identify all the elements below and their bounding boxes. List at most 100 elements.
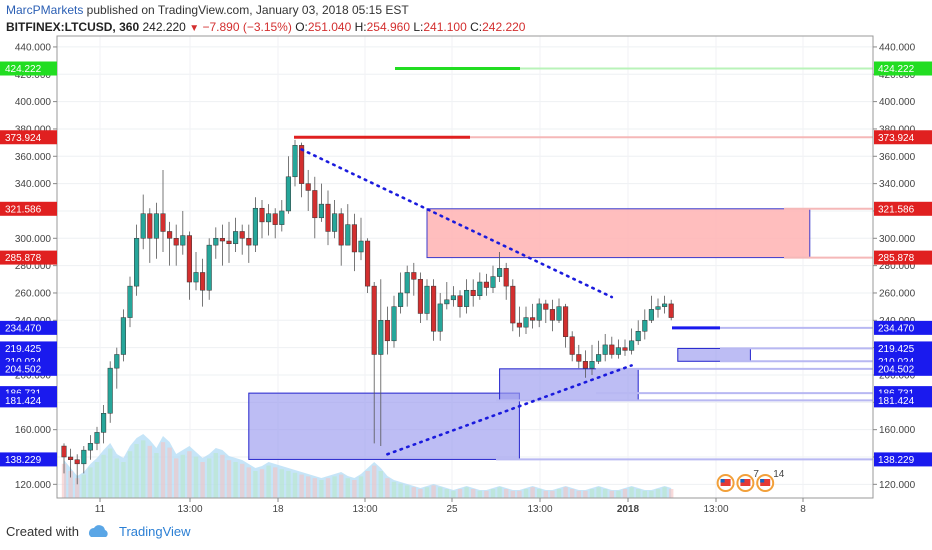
candle-up — [655, 306, 661, 310]
candle-down — [167, 231, 173, 239]
candle-up — [615, 347, 621, 355]
y-tick-label: 200.000 — [879, 370, 916, 381]
volume-bar — [220, 454, 225, 498]
price-tag — [0, 320, 57, 335]
price-tag — [0, 452, 57, 467]
volume-bar — [246, 467, 251, 498]
candle-up — [596, 354, 602, 362]
price-tag-label: 321.586 — [5, 204, 42, 215]
volume-bar — [497, 487, 502, 498]
volume-bar — [352, 480, 357, 498]
created-with-label: Created with — [6, 524, 79, 539]
volume-bar — [609, 490, 614, 498]
volume-bar — [167, 447, 172, 498]
volume-bar — [180, 454, 185, 498]
price-tag — [0, 61, 57, 76]
volume-bar — [471, 489, 476, 498]
candle-down — [549, 309, 555, 321]
y-tick-label-left: 380.000 — [15, 124, 52, 135]
close-value: 242.220 — [482, 20, 526, 34]
y-tick-label-left: 400.000 — [15, 97, 52, 108]
volume-bar — [391, 481, 397, 498]
price-tag — [874, 320, 932, 335]
trendline — [300, 148, 614, 299]
volume-bar — [444, 489, 449, 498]
candle-up — [424, 285, 430, 314]
candle-up — [536, 303, 542, 321]
price-tag-label: 321.586 — [878, 204, 915, 215]
volume-bar — [174, 458, 179, 498]
candle-up — [94, 432, 100, 444]
candle-up — [345, 224, 351, 246]
author-name[interactable]: MarcPMarkets — [6, 3, 84, 17]
candle-up — [497, 268, 503, 277]
price-tag — [0, 341, 57, 356]
y-tick-label-left: 340.000 — [15, 179, 52, 190]
price-tag-label: 424.222 — [878, 64, 915, 75]
volume-bar — [332, 476, 337, 498]
volume-bar — [312, 478, 317, 498]
volume-bar — [147, 445, 152, 498]
candle-up — [398, 292, 404, 307]
high-value: 254.960 — [366, 20, 410, 34]
price-tag-label: 219.425 — [878, 344, 915, 355]
volume-bar — [504, 489, 509, 498]
volume-bar — [68, 471, 73, 498]
candle-up — [391, 306, 397, 342]
x-tick-label: 25 — [446, 504, 458, 515]
low-label: L: — [413, 20, 424, 34]
x-tick-label: 13:00 — [177, 504, 202, 515]
volume-bar — [134, 444, 139, 498]
volume-bar — [286, 471, 291, 498]
y-tick-label-left: 200.000 — [15, 370, 52, 381]
volume-bar — [589, 489, 595, 498]
candle-up — [81, 449, 87, 465]
volume-bar — [424, 487, 430, 498]
x-tick-label: 13:00 — [527, 504, 552, 515]
zones-layer — [248, 208, 811, 460]
y-tick-label: 280.000 — [879, 261, 916, 272]
candle-down — [417, 279, 423, 314]
candle-down — [622, 347, 628, 351]
volume-bar — [464, 487, 469, 498]
price-tag-label: 373.924 — [878, 133, 915, 144]
volume-bar — [629, 487, 634, 498]
tradingview-brand[interactable]: TradingView — [118, 524, 191, 539]
y-tick-label-left: 280.000 — [15, 261, 52, 272]
price-tag — [874, 361, 932, 376]
y-tick-label-left: 300.000 — [15, 234, 52, 245]
candle-down — [200, 272, 206, 291]
close-label: C: — [470, 20, 483, 34]
price-chart[interactable]: 714 120.000120.000140.000140.000160.0001… — [0, 0, 932, 520]
volume-bar — [622, 489, 628, 498]
x-tick-label: 8 — [800, 504, 806, 515]
price-tag-label: 234.470 — [5, 323, 42, 334]
candle-up — [140, 213, 146, 239]
candle-up — [127, 285, 133, 318]
high-label: H: — [354, 20, 367, 34]
candle-down — [246, 238, 252, 246]
price-tag — [0, 361, 57, 376]
y-tick-label-left: 160.000 — [15, 425, 52, 436]
candle-up — [444, 299, 450, 305]
volume-bar — [636, 489, 641, 498]
candle-down — [272, 213, 278, 225]
candle-up — [318, 203, 324, 219]
price-tag-label: 373.924 — [5, 133, 42, 144]
price-tag-label: 204.502 — [5, 364, 42, 375]
volume-bar — [365, 471, 370, 498]
candle-down — [160, 213, 166, 232]
candle-down — [351, 224, 357, 253]
event-count: 7 — [753, 469, 759, 480]
time-axis[interactable]: 11 13:00 18 13:00 25 13:00 2018 13:00 8 — [95, 498, 806, 515]
price-tag — [874, 201, 932, 216]
volume-bar — [669, 489, 674, 498]
candle-down — [365, 240, 371, 287]
candle-up — [206, 244, 212, 291]
volume-bar — [233, 462, 238, 498]
flag-canton — [760, 479, 765, 483]
candle-up — [252, 207, 258, 246]
supply-zone — [426, 208, 811, 259]
volume-bar — [603, 489, 608, 498]
down-triangle-icon: ▼ — [189, 23, 200, 34]
